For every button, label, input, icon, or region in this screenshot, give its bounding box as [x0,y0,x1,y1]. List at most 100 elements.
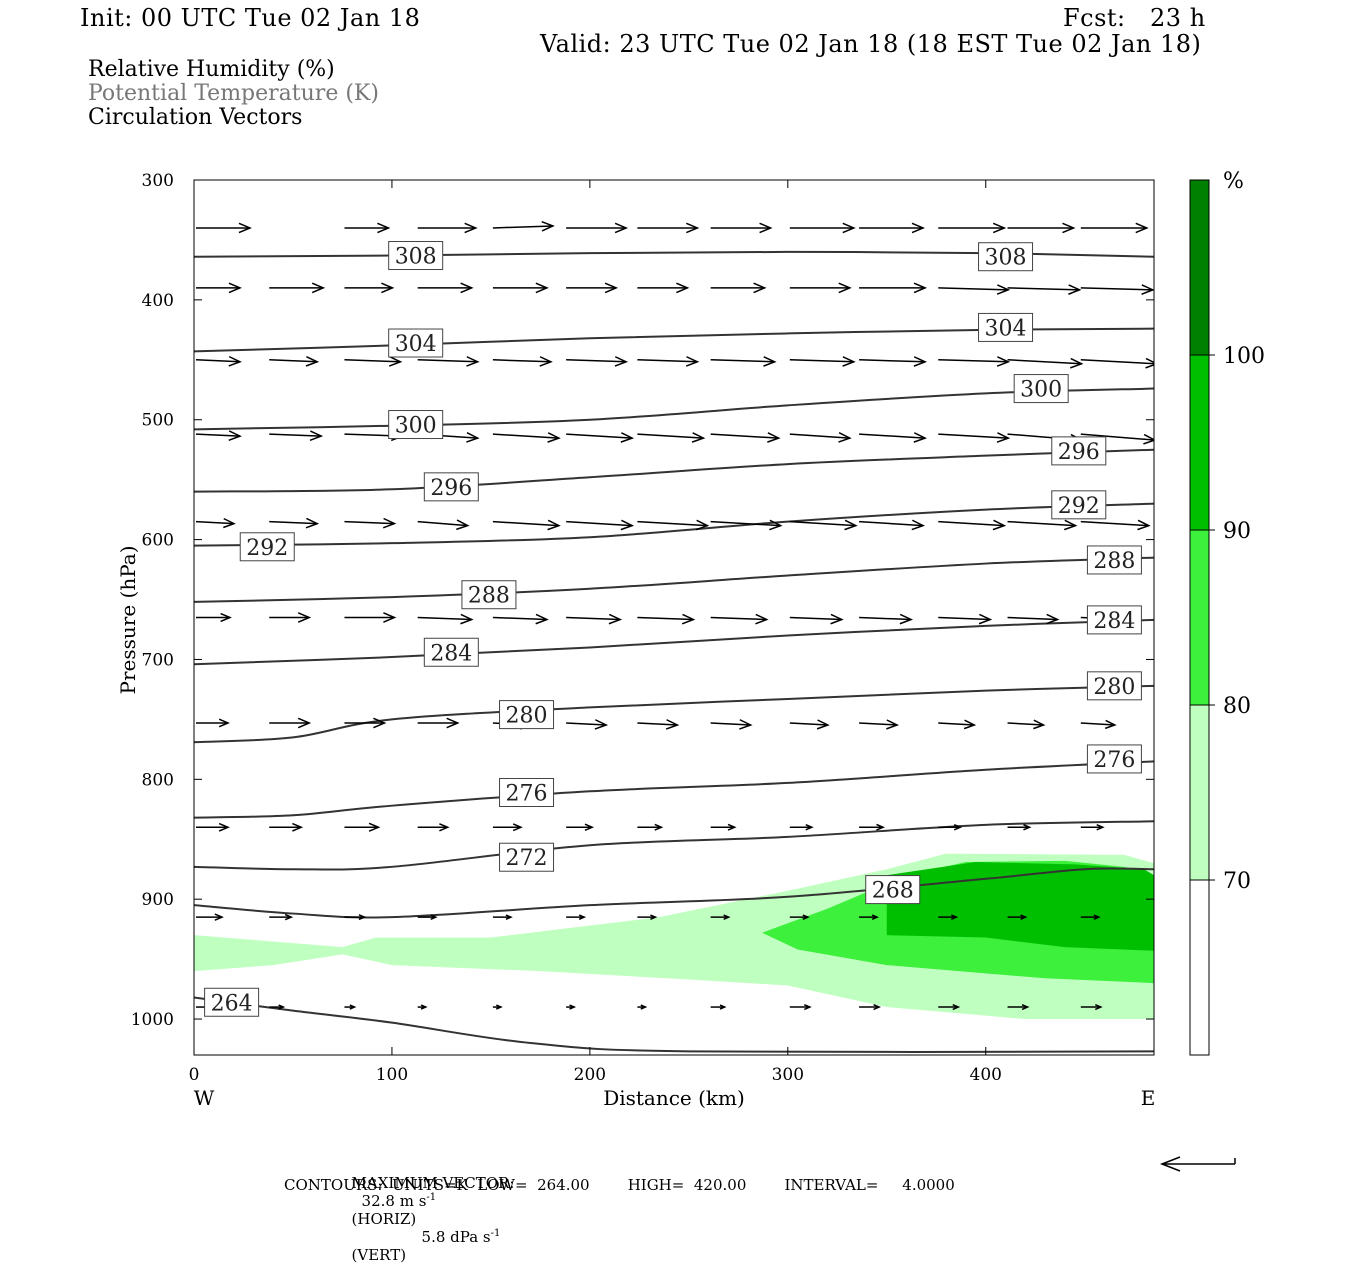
vector-shaft [1007,520,1076,527]
forecast-hour: Fcst: 23 h [1063,4,1206,32]
circulation-vector [344,222,391,234]
horiz-unit: (HORIZ) [351,1210,417,1228]
circulation-vector [789,519,858,531]
vector-head [1068,284,1082,295]
theta-label-text: 280 [506,704,548,729]
circulation-vector [566,356,629,367]
theta-label-276: 276 [1086,744,1142,774]
circulation-vector [196,222,252,234]
valid-time: Valid: 23 UTC Tue 02 Jan 18 (18 EST Tue … [540,30,1202,58]
vector-shaft [859,616,912,621]
circulation-vector [637,282,690,294]
vector-head [830,613,844,625]
vector-shaft [566,433,633,439]
circulation-vector [566,613,623,625]
vector-head [358,914,367,921]
vector-head [899,613,914,625]
vector-shaft [637,722,678,726]
x-tick-label: 200 [574,1065,606,1085]
vector-head [541,220,555,232]
circulation-vector [566,282,619,294]
vector-head [569,1004,577,1010]
circulation-vector [344,356,403,367]
circulation-vector [637,823,664,831]
vector-head [547,519,561,531]
cross-section-chart: 308 308 304 304 300 300 296 296 292 292 288 288 284 2… [116,169,1265,1172]
legend-relative-humidity: Relative Humidity (%) [88,57,335,82]
circulation-vector [492,914,513,920]
circulation-vector [417,613,474,625]
theta-label-276: 276 [499,778,555,807]
circulation-vector [789,432,852,443]
vector-head [719,1004,727,1010]
theta-label-308: 308 [388,241,444,271]
vector-shaft [1007,287,1080,291]
vector-shaft [195,359,241,363]
theta-label-text: 288 [1093,549,1135,574]
vector-head [838,432,852,443]
theta-label-text: 304 [985,316,1027,341]
vector-head [535,282,549,294]
vector-head [654,823,664,831]
theta-label-box [978,312,1034,342]
vector-shaft [1007,616,1058,621]
theta-label-box [978,242,1034,272]
vector-head [377,222,391,234]
circulation-vector [492,519,561,531]
theta-label-box [1086,545,1142,575]
circulation-vector [269,355,320,367]
vector-shaft [710,616,767,621]
vector-shaft [938,287,1009,291]
vector-shaft [938,359,1009,363]
colorbar-unit: % [1223,169,1244,194]
vector-head [685,356,700,367]
vector-head [223,517,236,529]
circulation-vector [566,1004,577,1010]
vector-head [305,355,320,367]
circulation-vector [566,222,629,234]
vector-shaft [789,616,842,621]
init-time: Init: 00 UTC Tue 02 Jan 18 [80,4,421,32]
circulation-vector [492,613,549,625]
vector-shaft [1080,433,1154,441]
theta-contour-272 [194,820,1154,871]
circulation-vector [1007,719,1046,730]
theta-label-text: 292 [1058,494,1100,519]
circulation-vector [710,823,737,831]
circulation-vector [269,282,326,294]
theta-label-text: 284 [430,641,472,666]
circulation-vector [492,220,555,232]
vector-shaft [637,616,694,621]
circulation-vector [710,222,773,234]
vector-shaft [637,359,698,363]
circulation-vector [859,432,928,443]
theta-label-300: 300 [388,410,444,440]
x-axis-west-label: W [194,1086,215,1110]
vector-head [767,432,781,443]
vector-head [297,717,312,729]
x-tick-label: 400 [970,1065,1002,1085]
theta-label-300: 300 [1013,374,1069,404]
circulation-vector [417,282,474,294]
circulation-vector [195,517,236,529]
vector-head [1094,1004,1103,1011]
vector-head [220,612,232,623]
theta-contour-264 [194,996,1154,1054]
vector-shaft [492,433,559,439]
vector-shaft [859,433,926,439]
vector-head [496,1004,503,1010]
colorbar-tick-label: 100 [1223,344,1265,369]
y-tick-label: 800 [142,770,174,790]
vector-head [228,430,242,441]
circulation-vector [1007,222,1076,234]
circulation-vector [938,356,1011,367]
theta-label-box [461,580,517,610]
theta-label-288: 288 [461,580,517,610]
theta-label-308: 308 [978,242,1034,272]
vector-shaft [938,433,1009,439]
vector-head [1145,357,1154,369]
circulation-vector [710,519,783,531]
vector-head [676,282,690,294]
circulation-vector [859,719,900,730]
vector-head [284,913,294,921]
